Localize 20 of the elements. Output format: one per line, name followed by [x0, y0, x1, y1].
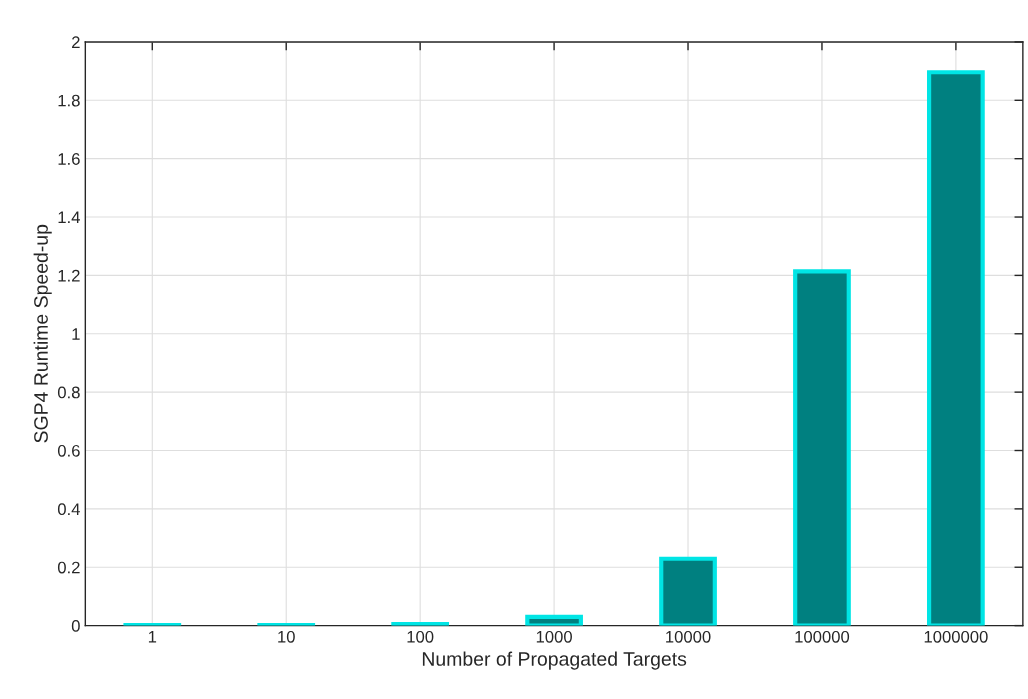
x-tick-label: 100 [407, 630, 434, 643]
x-tick-label: 100000 [795, 630, 850, 643]
x-tick-label: 1000000 [924, 630, 988, 643]
y-tick-label: 1.4 [58, 211, 80, 224]
x-tick-label: 1000 [536, 630, 572, 643]
y-axis-title: SGP4 Runtime Speed-up [33, 224, 52, 443]
y-tick-label: 1.8 [58, 94, 80, 107]
x-axis-title: Number of Propagated Targets [422, 651, 687, 670]
x-tick-label: 1 [148, 631, 157, 643]
y-tick-label: 0.6 [57, 444, 80, 457]
y-tick-label: 1 [72, 328, 80, 340]
y-tick-label: 1.2 [58, 269, 80, 282]
y-tick-label: 0.8 [57, 386, 80, 399]
y-tick-label: 0 [71, 620, 80, 632]
x-tick-label: 10000 [666, 630, 711, 643]
x-tick-label: 10 [278, 630, 295, 643]
y-tick-label: 0.4 [57, 503, 80, 516]
y-tick-label: 2 [72, 36, 80, 48]
y-tick-label: 1.6 [58, 153, 80, 165]
y-tick-label: 0.2 [57, 561, 80, 574]
